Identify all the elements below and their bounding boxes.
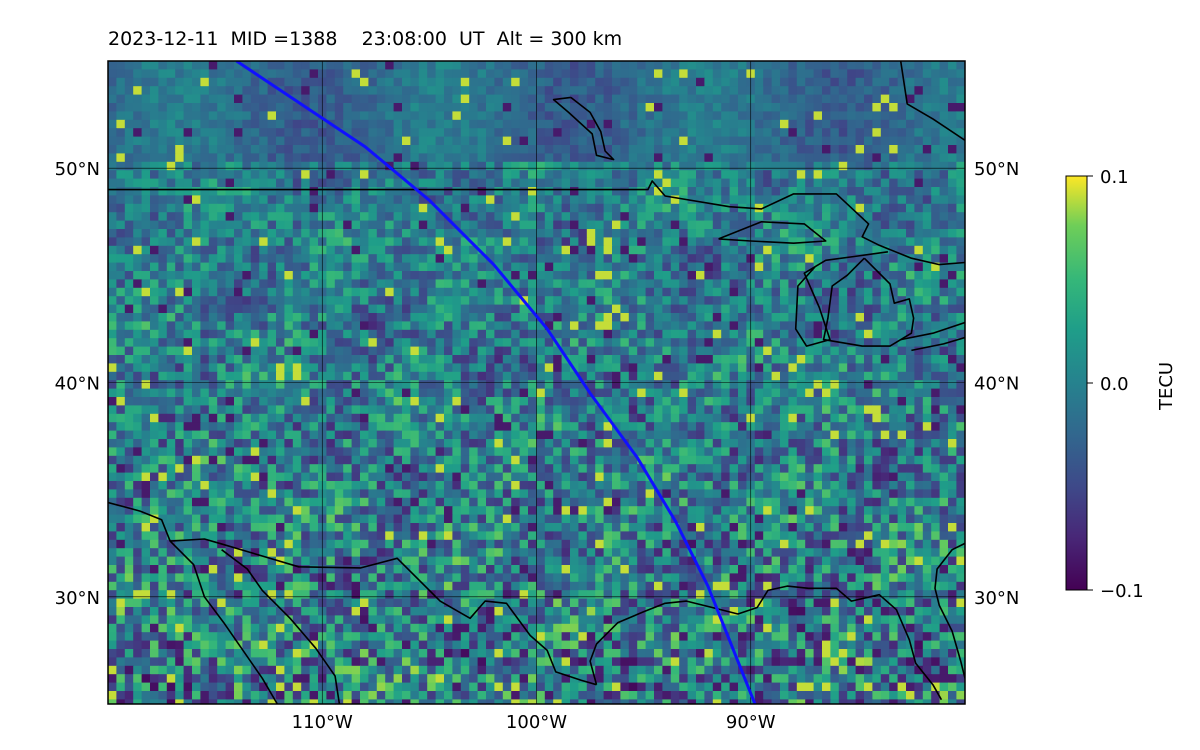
coastline-path <box>934 542 965 679</box>
coastline-path <box>589 585 943 701</box>
colorbar-label: TECU <box>1156 361 1177 410</box>
map-frame <box>107 60 966 705</box>
coastline-path <box>108 501 278 704</box>
lat-tick-label-left: 50°N <box>55 159 100 180</box>
map-title: 2023-12-11 MID =1388 23:08:00 UT Alt = 3… <box>108 28 623 50</box>
coastline-path <box>221 549 341 704</box>
lat-tick-label-right: 40°N <box>974 374 1019 395</box>
lon-tick-label: 90°W <box>726 712 776 733</box>
coastline-path <box>718 221 827 244</box>
coastline-path <box>108 180 965 266</box>
lat-tick-label-right: 30°N <box>974 588 1019 609</box>
lat-tick-label-right: 50°N <box>974 159 1019 180</box>
colorbar-tick-label: 0.1 <box>1100 167 1129 188</box>
axis-ticks: 110°W 100°W 90°W 50°N 50°N 40°N 40°N 30°N 30°N <box>55 159 1020 733</box>
colorbar-tick-label: 0.0 <box>1100 374 1129 395</box>
lon-tick-label: 110°W <box>292 712 353 733</box>
colorbar-tick-label: −0.1 <box>1100 581 1144 602</box>
coastline-path <box>822 257 915 347</box>
lon-tick-label: 100°W <box>506 712 567 733</box>
coastline-path <box>170 538 597 686</box>
graticule <box>108 61 965 704</box>
coastline-path <box>900 321 965 341</box>
lat-tick-label-left: 40°N <box>55 374 100 395</box>
lat-tick-label-left: 30°N <box>55 588 100 609</box>
coastline-path <box>794 251 889 347</box>
coastline-path <box>899 61 965 141</box>
coastline-path <box>911 336 965 352</box>
tec-raster <box>108 61 965 704</box>
satellite-track <box>235 61 757 704</box>
coastline-path <box>552 96 615 161</box>
colorbar-gradient <box>1065 175 1088 591</box>
coastlines-borders <box>108 61 965 704</box>
colorbar: 0.1 0.0 −0.1 <box>1065 167 1144 602</box>
track-line <box>235 61 757 704</box>
